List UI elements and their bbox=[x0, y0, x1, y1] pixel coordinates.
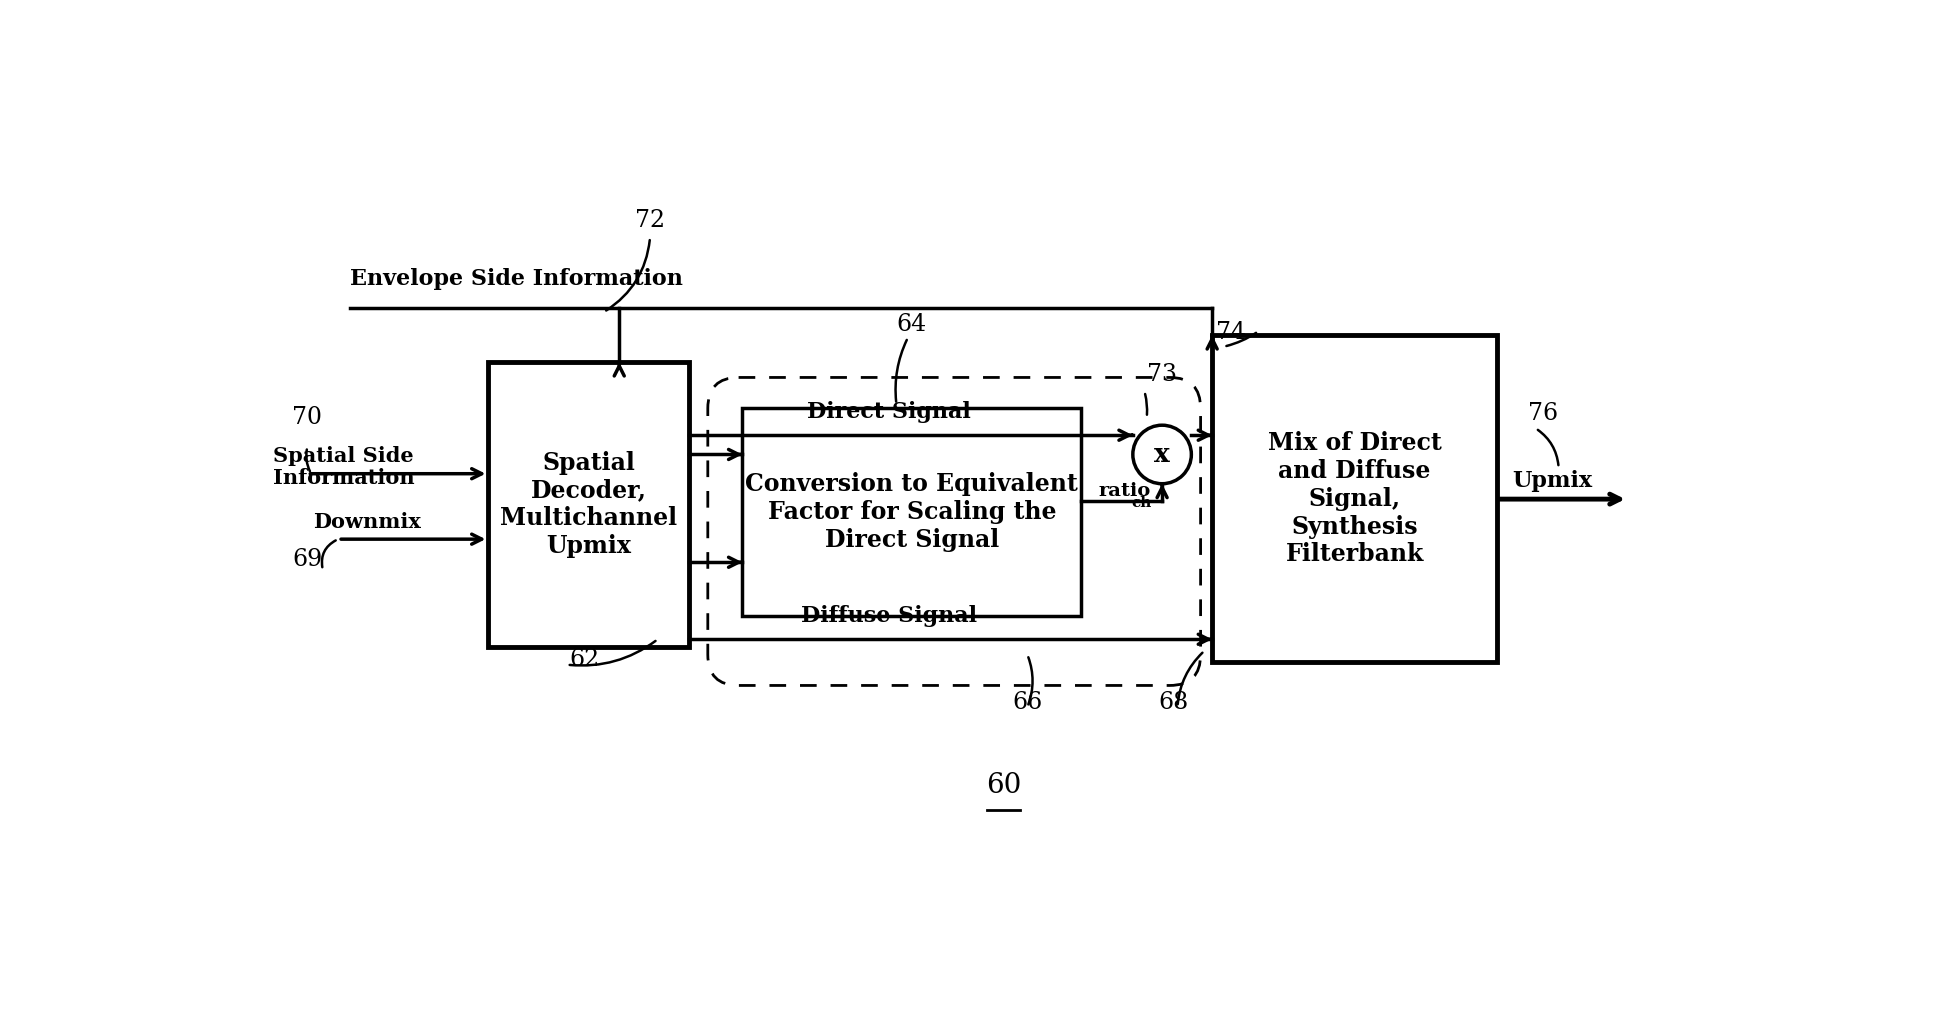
Text: 73: 73 bbox=[1147, 363, 1176, 387]
Text: x: x bbox=[1153, 442, 1170, 467]
Text: 62: 62 bbox=[569, 649, 599, 671]
Text: 76: 76 bbox=[1526, 402, 1558, 425]
Text: Downmix: Downmix bbox=[313, 512, 421, 531]
Text: Direct Signal: Direct Signal bbox=[806, 401, 971, 423]
Text: 66: 66 bbox=[1012, 691, 1041, 713]
Bar bbox=[1211, 335, 1497, 662]
Text: 72: 72 bbox=[634, 210, 665, 232]
Text: 60: 60 bbox=[984, 772, 1022, 799]
Text: Mix of Direct
and Diffuse
Signal,
Synthesis
Filterbank: Mix of Direct and Diffuse Signal, Synthe… bbox=[1266, 431, 1440, 566]
Bar bbox=[742, 408, 1080, 616]
Text: Upmix: Upmix bbox=[1511, 470, 1591, 491]
Text: Conversion to Equivalent
Factor for Scaling the
Direct Signal: Conversion to Equivalent Factor for Scal… bbox=[746, 473, 1078, 552]
Circle shape bbox=[1133, 426, 1190, 484]
Text: 70: 70 bbox=[292, 406, 323, 429]
Text: 68: 68 bbox=[1159, 691, 1188, 713]
Text: Envelope Side Information: Envelope Side Information bbox=[350, 268, 683, 290]
Text: Diffuse Signal: Diffuse Signal bbox=[800, 605, 977, 627]
Text: 74: 74 bbox=[1215, 321, 1245, 344]
Text: ratio: ratio bbox=[1098, 482, 1151, 500]
Bar bbox=[487, 362, 689, 647]
Text: Spatial Side: Spatial Side bbox=[272, 446, 413, 466]
Text: Information: Information bbox=[272, 468, 415, 487]
Text: 69: 69 bbox=[292, 548, 323, 572]
Text: 64: 64 bbox=[896, 314, 926, 336]
Text: ch: ch bbox=[1131, 495, 1151, 510]
Text: Spatial
Decoder,
Multichannel
Upmix: Spatial Decoder, Multichannel Upmix bbox=[499, 451, 677, 558]
